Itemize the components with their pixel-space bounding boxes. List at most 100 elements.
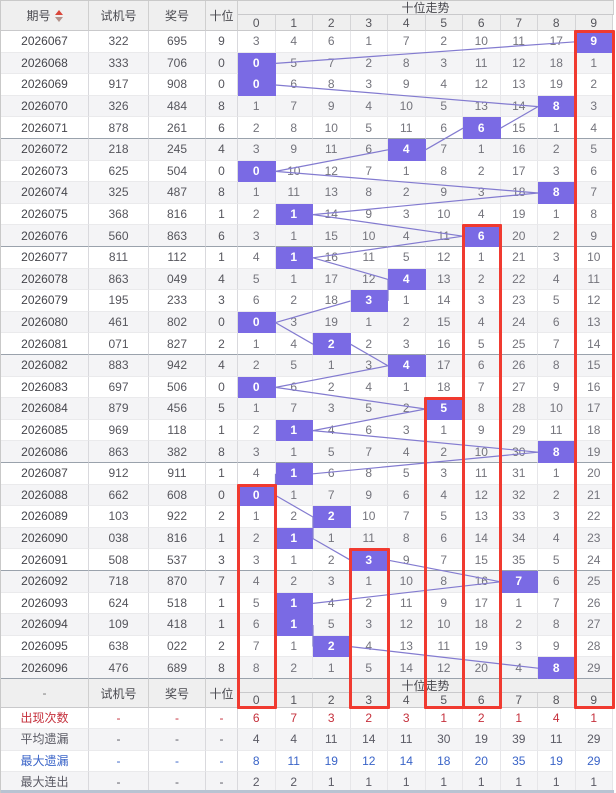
trend-miss-cell: 12 — [500, 52, 538, 75]
trend-miss-cell: 31 — [500, 463, 538, 485]
trend-col-header-5: 5 — [425, 15, 463, 31]
trend-hit-cell: 0 — [238, 311, 276, 334]
stat-dash-cell: - — [89, 750, 149, 772]
tens-digit-cell: 0 — [206, 311, 238, 334]
trend-miss-cell: 7 — [425, 549, 463, 571]
footer-trend-col-header-2: 2 — [313, 693, 351, 708]
trend-miss-cell: 12 — [463, 74, 501, 96]
period-cell: 2026084 — [1, 398, 89, 420]
trend-miss-cell: 25 — [575, 571, 613, 593]
period-cell: 2026074 — [1, 182, 89, 204]
trend-miss-cell: 1 — [538, 117, 576, 139]
trend-miss-cell: 8 — [538, 355, 576, 377]
trend-miss-cell: 10 — [425, 203, 463, 226]
trend-miss-cell: 2 — [388, 182, 426, 204]
stat-label-max-miss: 最大遗漏 — [1, 750, 89, 772]
trend-miss-cell: 15 — [500, 117, 538, 139]
trend-miss-cell: 6 — [538, 311, 576, 334]
trend-miss-cell: 19 — [500, 203, 538, 226]
trend-miss-cell: 13 — [575, 311, 613, 334]
trend-miss-cell: 12 — [425, 247, 463, 269]
stat-value-appear-count-col-8: 4 — [538, 708, 576, 730]
stat-value-appear-count-col-6: 2 — [463, 708, 501, 730]
trend-miss-cell: 2 — [463, 268, 501, 291]
footer-trend-col-header-1: 1 — [275, 693, 313, 708]
test-number-cell: 322 — [89, 31, 149, 53]
prize-number-cell: 689 — [149, 657, 206, 679]
trend-miss-cell: 1 — [238, 333, 276, 355]
trend-miss-cell: 2 — [538, 225, 576, 247]
tens-digit-cell: 6 — [206, 225, 238, 247]
period-cell: 2026080 — [1, 311, 89, 334]
trend-miss-cell: 3 — [350, 355, 388, 377]
stat-value-average-miss-col-0: 4 — [238, 729, 276, 751]
tens-digit-cell: 2 — [206, 333, 238, 355]
period-cell: 2026090 — [1, 527, 89, 550]
trend-miss-cell: 5 — [313, 441, 351, 463]
footer-trend-col-header-9: 9 — [575, 693, 613, 708]
trend-miss-cell: 3 — [538, 160, 576, 183]
trend-miss-cell: 10 — [575, 247, 613, 269]
prize-number-cell: 863 — [149, 225, 206, 247]
trend-miss-cell: 1 — [538, 203, 576, 226]
trend-hit-cell: 3 — [350, 549, 388, 571]
trend-miss-cell: 14 — [388, 657, 426, 679]
test-number-cell: 969 — [89, 419, 149, 442]
tens-digit-cell: 2 — [206, 506, 238, 528]
footer-test-number-header: 试机号 — [89, 679, 149, 708]
trend-miss-cell: 8 — [238, 657, 276, 679]
stat-value-max-miss-col-6: 20 — [463, 750, 501, 772]
trend-miss-cell: 9 — [313, 95, 351, 118]
trend-miss-cell: 2 — [388, 398, 426, 420]
period-cell: 2026070 — [1, 95, 89, 118]
test-number-cell: 461 — [89, 311, 149, 334]
trend-hit-cell: 4 — [388, 139, 426, 161]
trend-miss-cell: 7 — [313, 52, 351, 75]
trend-miss-cell: 3 — [500, 635, 538, 658]
trend-miss-cell: 11 — [575, 268, 613, 291]
tens-digit-cell: 0 — [206, 484, 238, 507]
prize-number-column-header: 奖号 — [149, 1, 206, 31]
prize-number-cell: 261 — [149, 117, 206, 139]
footer-trend-col-header-5: 5 — [425, 693, 463, 708]
trend-miss-cell: 8 — [388, 52, 426, 75]
test-number-column-header: 试机号 — [89, 1, 149, 31]
period-cell: 2026076 — [1, 225, 89, 247]
prize-number-cell: 908 — [149, 74, 206, 96]
test-number-cell: 476 — [89, 657, 149, 679]
trend-miss-cell: 19 — [538, 74, 576, 96]
trend-miss-cell: 29 — [575, 657, 613, 679]
prize-number-cell: 233 — [149, 290, 206, 312]
stat-value-appear-count-col-7: 1 — [500, 708, 538, 730]
prize-number-cell: 049 — [149, 268, 206, 291]
trend-miss-cell: 11 — [463, 52, 501, 75]
trend-miss-cell: 3 — [463, 290, 501, 312]
tens-digit-cell: 1 — [206, 203, 238, 226]
period-cell: 2026093 — [1, 592, 89, 615]
stat-dash-cell: - — [206, 750, 238, 772]
trend-miss-cell: 15 — [463, 549, 501, 571]
trend-miss-cell: 19 — [313, 311, 351, 334]
trend-miss-cell: 10 — [350, 506, 388, 528]
trend-miss-cell: 8 — [425, 571, 463, 593]
tens-digit-cell: 8 — [206, 657, 238, 679]
period-cell: 2026085 — [1, 419, 89, 442]
trend-miss-cell: 4 — [313, 592, 351, 615]
trend-miss-cell: 9 — [388, 549, 426, 571]
period-column-sort-header[interactable]: 期号 — [1, 1, 89, 31]
trend-miss-cell: 34 — [500, 527, 538, 550]
trend-miss-cell: 2 — [575, 74, 613, 96]
stat-value-max-miss-col-8: 19 — [538, 750, 576, 772]
test-number-cell: 883 — [89, 355, 149, 377]
trend-miss-cell: 22 — [575, 506, 613, 528]
trend-miss-cell: 20 — [463, 657, 501, 679]
trend-miss-cell: 3 — [238, 31, 276, 53]
tens-digit-cell: 0 — [206, 160, 238, 183]
test-number-cell: 109 — [89, 614, 149, 636]
stat-value-average-miss-col-7: 39 — [500, 729, 538, 751]
test-number-cell: 508 — [89, 549, 149, 571]
trend-hit-cell: 6 — [463, 225, 501, 247]
trend-miss-cell: 9 — [350, 484, 388, 507]
footer-trend-col-header-6: 6 — [463, 693, 501, 708]
trend-miss-cell: 21 — [575, 484, 613, 507]
